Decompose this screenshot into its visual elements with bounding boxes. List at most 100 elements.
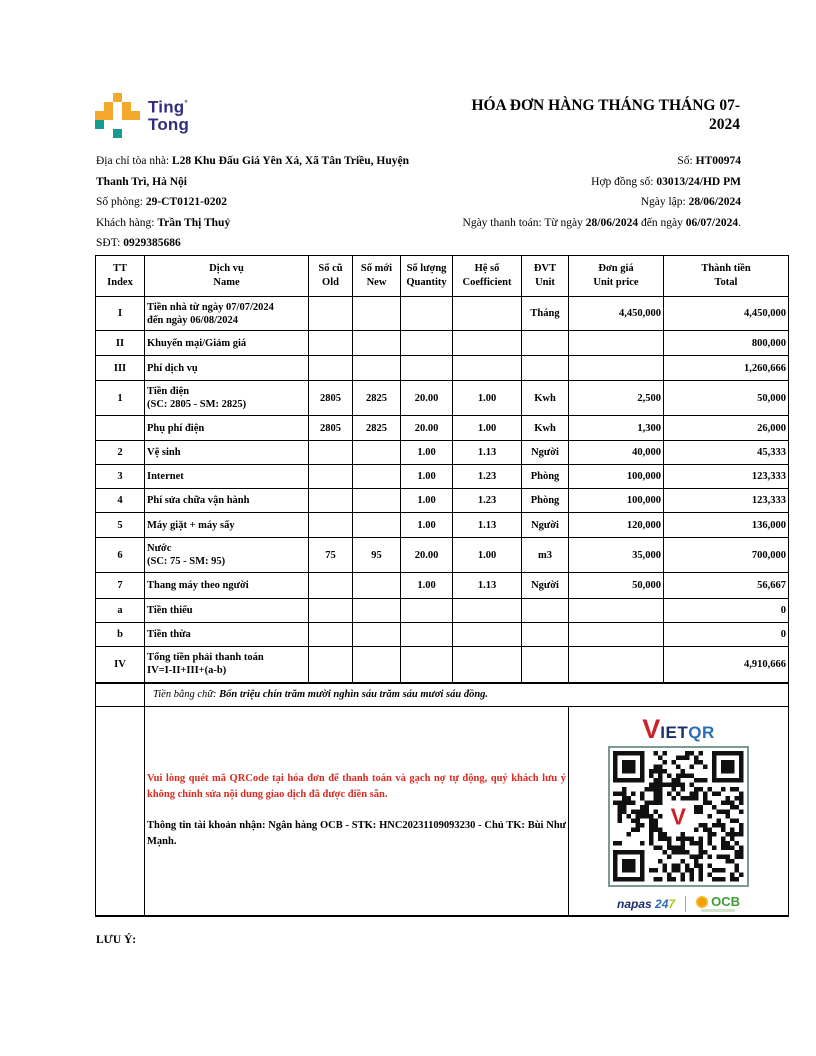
table-row: a Tiền thiếu 0 <box>95 598 789 623</box>
cell-name: Tiền thiếu <box>144 598 309 623</box>
logo-separator <box>685 895 687 912</box>
cell-total: 50,000 <box>663 380 789 416</box>
column-header: Hệ số Coefficient <box>452 255 522 297</box>
registered-mark: ° <box>184 99 188 108</box>
column-header: ĐVT Unit <box>521 255 569 297</box>
cell-tt <box>95 415 145 441</box>
cell-tt: III <box>95 355 145 381</box>
napas-word: napas <box>617 896 652 911</box>
cell-new <box>352 572 401 599</box>
cell-coef: 1.00 <box>452 537 522 573</box>
cell-coef: 1.23 <box>452 488 522 513</box>
cell-name: Máy giặt + máy sấy <box>144 512 309 538</box>
cell-coef: 1.00 <box>452 415 522 441</box>
cell-total: 136,000 <box>663 512 789 538</box>
cell-old: 75 <box>308 537 353 573</box>
cell-total: 56,667 <box>663 572 789 599</box>
cell-unit <box>521 646 569 683</box>
ocb-icon <box>696 895 709 908</box>
vietqr-code: V <box>608 746 749 887</box>
cell-tt: a <box>95 598 145 623</box>
cell-coef <box>452 646 522 683</box>
cell-old: 2805 <box>308 415 353 441</box>
account-info: Thông tin tài khoản nhận: Ngân hàng OCB … <box>147 819 566 848</box>
cell-old <box>308 464 353 489</box>
napas-logo: napas 247 <box>617 897 675 911</box>
cell-unit <box>521 355 569 381</box>
cell-qty <box>400 355 453 381</box>
cell-name: Vệ sinh <box>144 440 309 465</box>
cell-qty <box>400 622 453 647</box>
cell-coef: 1.13 <box>452 572 522 599</box>
column-header: Dịch vụ Name <box>144 255 309 297</box>
cell-qty <box>400 598 453 623</box>
cell-price <box>568 622 664 647</box>
cell-total: 4,450,000 <box>663 296 789 331</box>
cell-unit: Người <box>521 572 569 599</box>
cell-coef: 1.13 <box>452 440 522 465</box>
cell-qty <box>400 296 453 331</box>
vietqr-logo: VIETQR <box>576 716 782 744</box>
cell-coef <box>452 355 522 381</box>
cell-total: 45,333 <box>663 440 789 465</box>
cell-total: 0 <box>663 598 789 623</box>
cell-coef: 1.23 <box>452 464 522 489</box>
cell-new <box>352 488 401 513</box>
svg-text:V: V <box>671 803 687 829</box>
cell-total: 4,910,666 <box>663 646 789 683</box>
table-row: b Tiền thừa 0 <box>95 622 789 647</box>
cell-old <box>308 512 353 538</box>
cell-total: 0 <box>663 622 789 647</box>
cell-unit <box>521 598 569 623</box>
cell-qty: 1.00 <box>400 440 453 465</box>
tingtong-logo-icon <box>95 93 140 138</box>
cell-unit: Phòng <box>521 488 569 513</box>
cell-price: 100,000 <box>568 488 664 513</box>
cell-name: Tiền thừa <box>144 622 309 647</box>
cell-unit <box>521 622 569 647</box>
info-line: SĐT: 0929385686 <box>96 237 181 250</box>
table-row: IV Tổng tiền phải thanh toán IV=I-II+III+… <box>95 646 789 683</box>
table-row: 6 Nước (SC: 75 - SM: 95) 75 95 20.00 1.00 m3 35… <box>95 537 789 573</box>
cell-price: 2,500 <box>568 380 664 416</box>
cell-price: 35,000 <box>568 537 664 573</box>
cell-total: 1,260,666 <box>663 355 789 381</box>
cell-qty: 20.00 <box>400 380 453 416</box>
cell-unit: Người <box>521 440 569 465</box>
cell-total: 800,000 <box>663 330 789 356</box>
cell-new: 2825 <box>352 380 401 416</box>
cell-name: Tiền điện (SC: 2805 - SM: 2825) <box>144 380 309 416</box>
cell-total: 123,333 <box>663 488 789 513</box>
cell-new: 2825 <box>352 415 401 441</box>
info-line: Địa chỉ tòa nhà: L28 Khu Đấu Giá Yên Xá,… <box>96 155 409 188</box>
cell-coef <box>452 330 522 356</box>
table-row: III Phí dịch vụ 1,260,666 <box>95 355 789 381</box>
cell-empty <box>95 706 145 917</box>
table-row: II Khuyến mại/Giảm giá 800,000 <box>95 330 789 356</box>
table-row: 2 Vệ sinh 1.00 1.13 Người 40,000 45,333 <box>95 440 789 465</box>
cell-tt: 7 <box>95 572 145 599</box>
cell-old <box>308 572 353 599</box>
cell-qty: 20.00 <box>400 537 453 573</box>
cell-tt: 6 <box>95 537 145 573</box>
vietqr-cell: VIETQR V napas 247 OCB <box>568 706 789 917</box>
brand-word-2: Tong <box>148 114 190 134</box>
amount-in-words-row: Tiền bằng chữ: Bốn triệu chín trăm mười … <box>95 681 789 707</box>
table-row: Phụ phí điện 2805 2825 20.00 1.00 Kwh 1,300 26,… <box>95 415 789 441</box>
cell-old <box>308 296 353 331</box>
cell-tt: b <box>95 622 145 647</box>
info-line: Hợp đồng số: 03013/24/HD PM <box>591 175 741 188</box>
amount-in-words: Tiền bằng chữ: Bốn triệu chín trăm mười … <box>144 681 789 707</box>
cell-qty: 1.00 <box>400 464 453 489</box>
table-row: 1 Tiền điện (SC: 2805 - SM: 2825) 2805 2825… <box>95 380 789 416</box>
payment-note-red: Vui lòng quét mã QRCode tại hóa đơn để t… <box>147 772 566 801</box>
cell-unit: Kwh <box>521 415 569 441</box>
cell-name: Phí dịch vụ <box>144 355 309 381</box>
cell-new <box>352 330 401 356</box>
cell-qty: 20.00 <box>400 415 453 441</box>
column-header: Số cũ Old <box>308 255 353 297</box>
info-line: Ngày lập: 28/06/2024 <box>640 196 741 209</box>
cell-total: 26,000 <box>663 415 789 441</box>
cell-price: 100,000 <box>568 464 664 489</box>
column-header: Thành tiền Total <box>663 255 789 297</box>
